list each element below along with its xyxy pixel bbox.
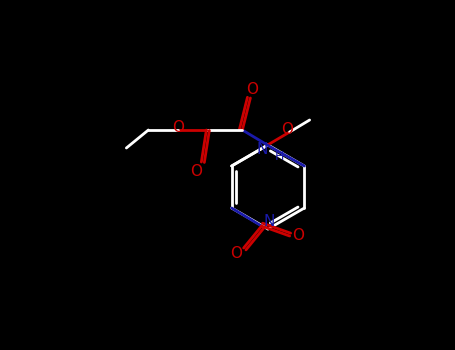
Text: O: O — [292, 229, 303, 244]
Text: O: O — [230, 245, 242, 260]
Text: O: O — [190, 163, 202, 178]
Text: O: O — [281, 121, 293, 136]
Text: N: N — [263, 215, 275, 230]
Text: O: O — [172, 119, 184, 134]
Text: H: H — [274, 149, 284, 162]
Text: N: N — [257, 142, 268, 158]
Text: O: O — [246, 83, 258, 98]
